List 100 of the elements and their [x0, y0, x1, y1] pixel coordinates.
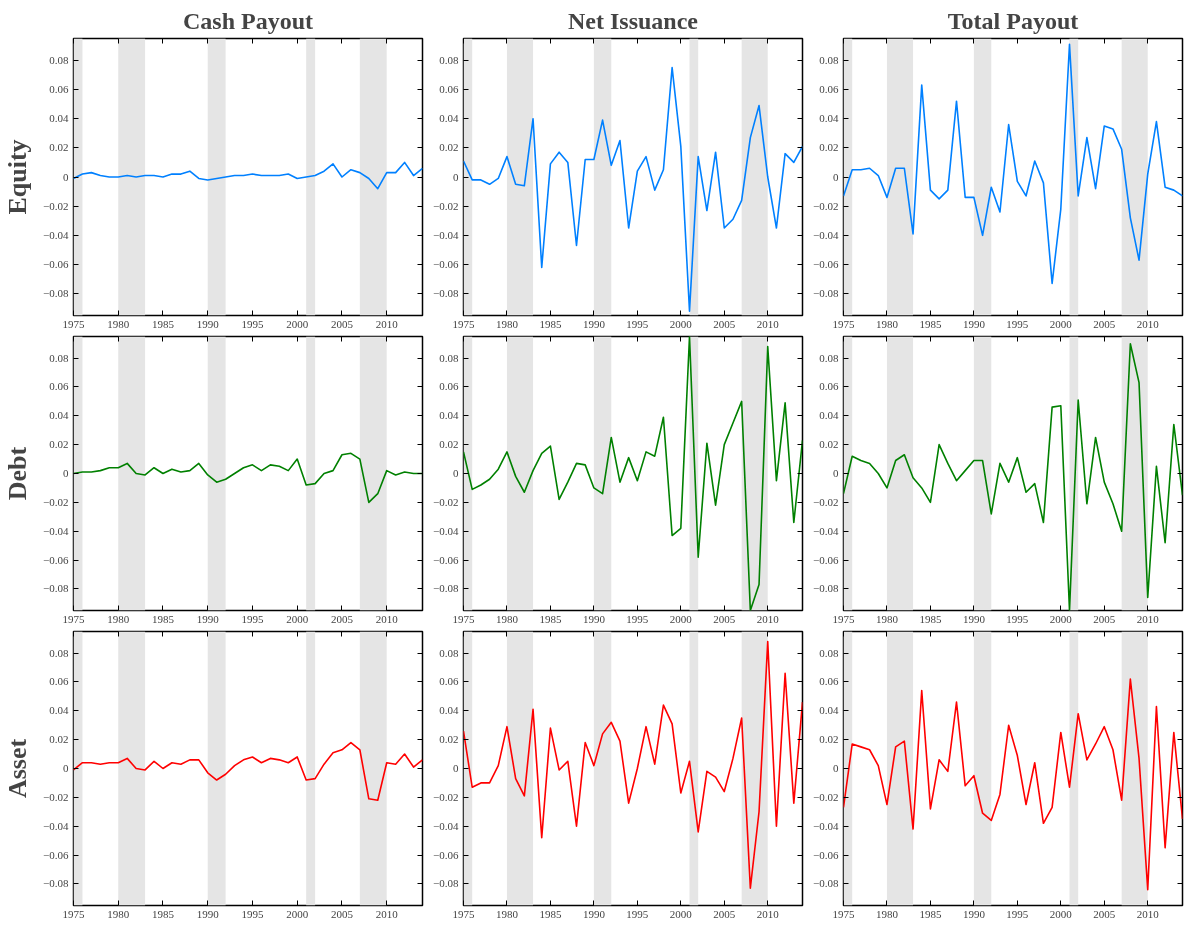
x-tick-label: 2010	[375, 612, 399, 625]
x-tick-label: 2000	[1049, 612, 1073, 625]
x-tick-label: 1975	[62, 907, 85, 920]
chart-title: Net Issuance	[568, 7, 699, 34]
y-tick-label: −0.08	[813, 287, 839, 300]
y-tick-label: −0.08	[813, 582, 839, 595]
y-tick-label: 0	[63, 170, 69, 183]
x-tick-label: 1975	[62, 317, 85, 330]
y-tick-label: −0.02	[43, 790, 69, 803]
y-tick-label: 0	[453, 170, 459, 183]
x-tick-label: 1980	[495, 907, 519, 920]
x-tick-label: 1995	[1006, 317, 1029, 330]
x-tick-label: 2010	[756, 907, 780, 920]
x-tick-label: 1995	[626, 317, 649, 330]
y-tick-label: −0.04	[43, 819, 69, 832]
x-tick-label: 1980	[107, 907, 130, 920]
x-tick-label: 1980	[107, 612, 130, 625]
x-tick-label: 2005	[330, 907, 354, 920]
x-tick-label: 1975	[832, 907, 855, 920]
y-tick-label: 0.08	[49, 53, 69, 66]
x-tick-label: 1975	[452, 612, 475, 625]
x-tick-label: 1990	[196, 907, 220, 920]
y-tick-label: 0.04	[49, 112, 69, 125]
x-tick-label: 2000	[1049, 907, 1073, 920]
y-tick-label: −0.06	[433, 257, 459, 270]
y-tick-label: 0	[453, 762, 459, 774]
x-tick-label: 1995	[241, 907, 264, 920]
y-tick-label: 0.04	[439, 704, 459, 717]
y-tick-label: 0.06	[49, 83, 69, 96]
y-tick-label: −0.04	[43, 228, 69, 241]
x-tick-label: 2010	[1136, 612, 1160, 625]
y-tick-label: 0.06	[819, 380, 839, 393]
y-tick-label: 0.02	[49, 438, 69, 451]
y-tick-label: −0.06	[43, 848, 69, 861]
y-tick-label: 0.02	[819, 438, 839, 451]
x-tick-label: 2000	[669, 612, 693, 625]
y-tick-label: 0.06	[439, 675, 459, 688]
x-tick-label: 1980	[875, 612, 899, 625]
x-tick-label: 2010	[375, 317, 399, 330]
chart-title: Total Payout	[947, 7, 1079, 34]
x-tick-label: 2005	[713, 907, 736, 920]
y-tick-label: 0.06	[819, 675, 839, 688]
y-tick-label: 0.04	[819, 409, 839, 422]
x-tick-label: 2010	[756, 612, 780, 625]
x-tick-label: 1985	[151, 907, 175, 920]
y-tick-label: 0	[833, 762, 839, 774]
y-tick-label: 0.02	[439, 141, 459, 154]
x-tick-label: 2000	[669, 907, 693, 920]
x-tick-label: 1995	[1006, 907, 1029, 920]
x-tick-label: 2005	[330, 317, 354, 330]
x-tick-label: 1990	[582, 612, 606, 625]
y-tick-label: 0.08	[439, 351, 459, 364]
x-tick-label: 1995	[241, 317, 264, 330]
y-tick-label: −0.06	[433, 553, 459, 566]
y-tick-label: −0.06	[813, 257, 839, 270]
x-tick-label: 1980	[875, 317, 899, 330]
chart-title: Cash Payout	[182, 7, 314, 34]
x-tick-label: 1985	[919, 612, 942, 625]
x-tick-label: 1980	[495, 317, 519, 330]
y-tick-label: 0.04	[819, 704, 839, 717]
x-tick-label: 1975	[832, 612, 855, 625]
y-tick-label: −0.08	[433, 287, 459, 300]
y-tick-label: 0.08	[819, 351, 839, 364]
y-tick-label: 0.08	[439, 646, 459, 659]
y-tick-label: 0.08	[49, 646, 69, 659]
y-tick-label: −0.06	[433, 848, 459, 861]
x-tick-label: 2010	[1136, 907, 1160, 920]
y-tick-label: −0.04	[813, 819, 839, 832]
x-tick-label: 1995	[241, 612, 264, 625]
y-tick-label: 0.02	[49, 141, 69, 154]
x-tick-label: 2010	[756, 317, 780, 330]
y-tick-label: −0.02	[813, 199, 839, 212]
y-tick-label: −0.08	[43, 877, 69, 890]
y-tick-label: −0.04	[433, 819, 459, 832]
y-tick-label: −0.08	[813, 877, 839, 890]
y-tick-label: −0.08	[433, 877, 459, 890]
x-tick-label: 1985	[919, 907, 942, 920]
y-tick-label: 0.08	[819, 646, 839, 659]
x-tick-label: 2005	[713, 317, 736, 330]
y-tick-label: 0.08	[819, 53, 839, 66]
y-tick-label: 0.08	[439, 53, 459, 66]
y-tick-label: −0.04	[433, 524, 459, 537]
y-tick-label: 0.02	[49, 733, 69, 746]
x-tick-label: 2010	[375, 907, 399, 920]
y-tick-label: 0.06	[439, 380, 459, 393]
y-tick-label: 0.04	[49, 704, 69, 717]
x-tick-label: 1990	[962, 907, 986, 920]
y-axis-title: Debt	[3, 446, 33, 501]
x-tick-label: 2000	[1049, 317, 1073, 330]
y-tick-label: −0.08	[43, 582, 69, 595]
x-tick-label: 1985	[539, 907, 562, 920]
y-tick-label: 0	[63, 762, 69, 774]
x-tick-label: 2005	[330, 612, 354, 625]
y-tick-label: −0.02	[433, 199, 459, 212]
y-tick-label: 0.06	[439, 83, 459, 96]
y-tick-label: 0	[833, 467, 839, 479]
y-tick-label: 0.04	[439, 112, 459, 125]
x-tick-label: 2005	[713, 612, 736, 625]
x-tick-label: 1980	[875, 907, 899, 920]
y-tick-label: 0.02	[819, 733, 839, 746]
